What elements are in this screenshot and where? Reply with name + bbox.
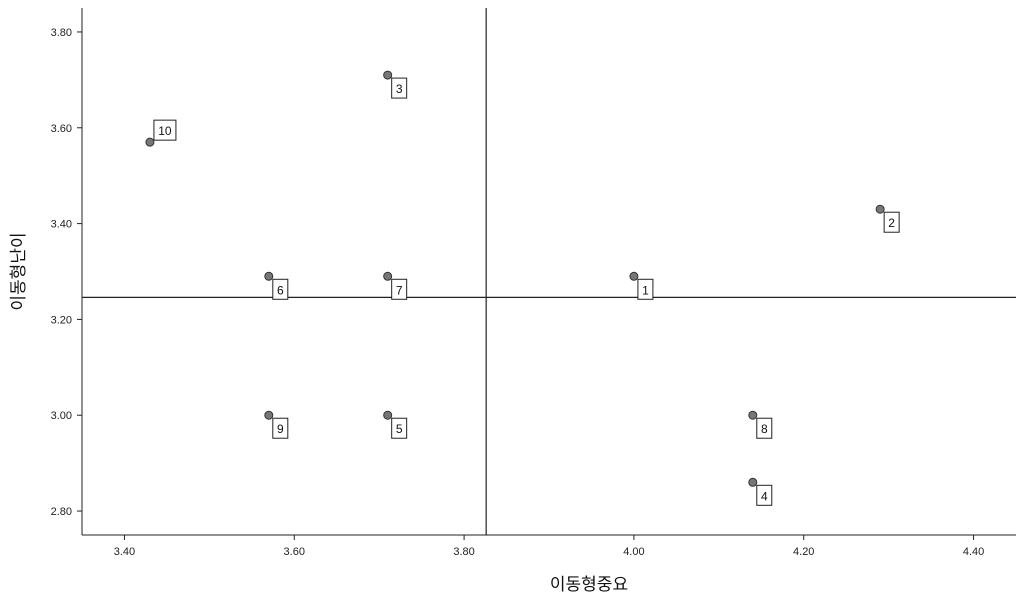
data-point-3 [383,70,393,80]
data-label-2: 2 [888,216,895,230]
y-tick-label: 3.60 [51,123,72,135]
data-label-8: 8 [761,422,768,436]
x-axis-ticks: 3.40 3.60 3.80 4.00 4.20 4.40 [114,535,984,558]
x-tick-label: 4.00 [623,546,644,558]
data-point-10 [145,137,155,147]
data-label-box-10 [153,119,177,141]
data-label-4: 4 [761,489,768,503]
data-point-8 [748,410,758,420]
x-axis-title: 이동형중요 [550,575,628,595]
data-label-box-1 [637,278,654,300]
data-label-5: 5 [396,422,403,436]
x-tick-label: 4.40 [963,546,984,558]
data-label-6: 6 [277,283,284,297]
data-label-box-2 [883,211,900,233]
data-label-box-9 [272,417,289,439]
data-label-10: 10 [158,124,172,138]
data-point-1 [629,271,639,281]
y-tick-label: 3.20 [51,314,72,326]
x-tick-label: 3.80 [453,546,474,558]
y-tick-label: 3.00 [51,410,72,422]
y-axis-title: 이동형난이 [9,232,29,310]
data-label-box-6 [272,278,289,300]
axes [81,8,1016,536]
x-tick-label: 3.60 [284,546,305,558]
reference-lines [82,8,1016,535]
data-point-4 [748,477,758,487]
data-point-6 [264,271,274,281]
y-tick-label: 3.80 [51,27,72,39]
data-point-7 [383,271,393,281]
x-tick-label: 4.20 [793,546,814,558]
data-point-9 [264,410,274,420]
data-label-box-5 [391,417,408,439]
x-tick-label: 3.40 [114,546,135,558]
data-label-box-7 [391,278,408,300]
data-label-3: 3 [396,82,403,96]
y-axis-ticks: 2.80 3.00 3.20 3.40 3.60 3.80 [51,27,82,518]
data-label-box-4 [756,484,773,506]
data-label-1: 1 [642,283,649,297]
data-label-7: 7 [396,283,403,297]
data-label-9: 9 [277,422,284,436]
data-label-box-3 [391,77,408,99]
data-label-box-8 [756,417,773,439]
y-tick-label: 2.80 [51,506,72,518]
y-tick-label: 3.40 [51,219,72,231]
data-point-2 [875,204,885,214]
data-points: 1 2 3 4 5 6 7 8 9 10 [145,70,900,506]
data-point-5 [383,410,393,420]
